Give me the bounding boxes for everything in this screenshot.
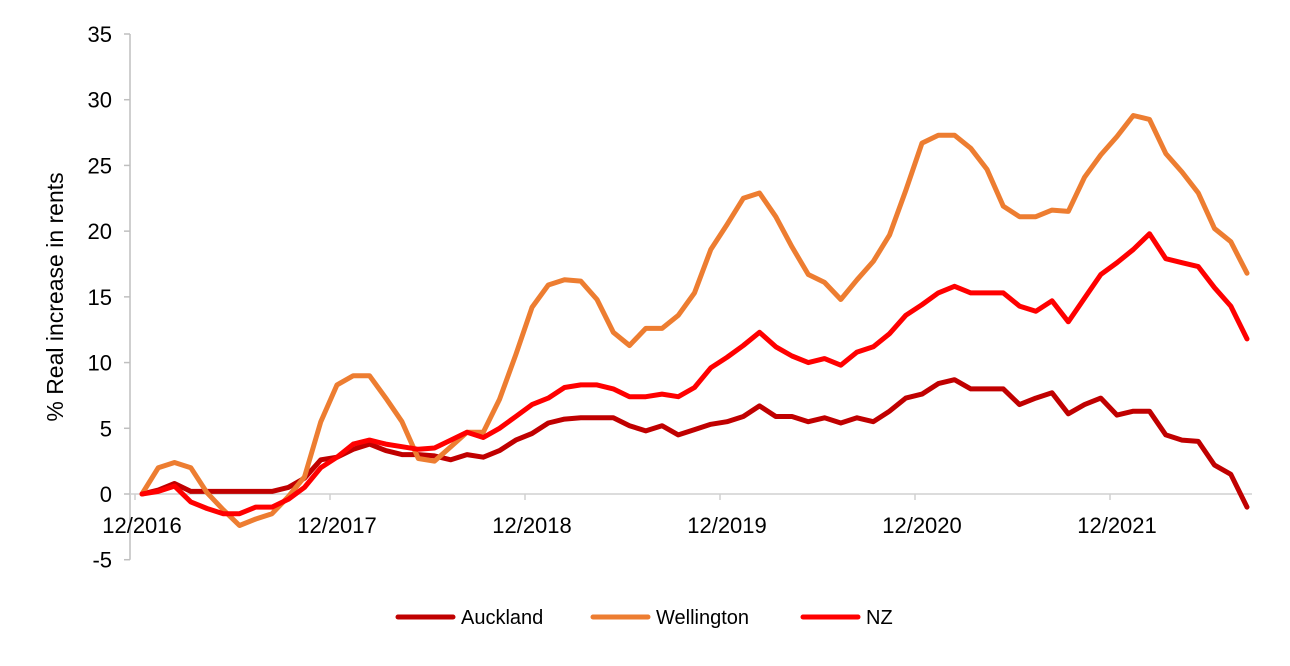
x-tick-label: 12/2019	[687, 513, 767, 538]
y-tick-label: 20	[88, 219, 112, 244]
y-tick-label: -5	[92, 548, 112, 573]
x-tick-label: 12/2017	[297, 513, 377, 538]
legend-label: Auckland	[461, 607, 543, 629]
x-tick-label: 12/2020	[882, 513, 962, 538]
series-line-nz	[139, 231, 1250, 517]
legend-item-nz: NZ	[800, 607, 893, 629]
legend-item-auckland: Auckland	[395, 607, 543, 629]
y-tick-label: 5	[100, 416, 112, 441]
legend-label: Wellington	[656, 607, 749, 629]
y-tick-label: 15	[88, 285, 112, 310]
y-tick-label: 10	[88, 351, 112, 376]
y-axis-ticks: -5 0 5 10 15 20 25 30 35	[88, 22, 130, 573]
y-axis-label: % Real increase in rents	[42, 172, 68, 421]
x-tick-label: 12/2021	[1077, 513, 1157, 538]
x-tick-label: 12/2016	[102, 513, 182, 538]
x-tick-label: 12/2018	[492, 513, 572, 538]
series-line-auckland	[139, 377, 1250, 510]
legend-item-wellington: Wellington	[590, 607, 749, 629]
series-line-wellington	[139, 113, 1250, 528]
legend: Auckland Wellington NZ	[395, 607, 893, 629]
series-lines	[139, 113, 1250, 528]
y-tick-label: 30	[88, 88, 112, 113]
x-axis-ticks: 12/2016 12/2017 12/2018 12/2019 12/2020 12/20…	[102, 494, 1157, 538]
legend-label: NZ	[866, 607, 893, 629]
y-tick-label: 35	[88, 22, 112, 47]
y-tick-label: 0	[100, 482, 112, 507]
y-tick-label: 25	[88, 153, 112, 178]
